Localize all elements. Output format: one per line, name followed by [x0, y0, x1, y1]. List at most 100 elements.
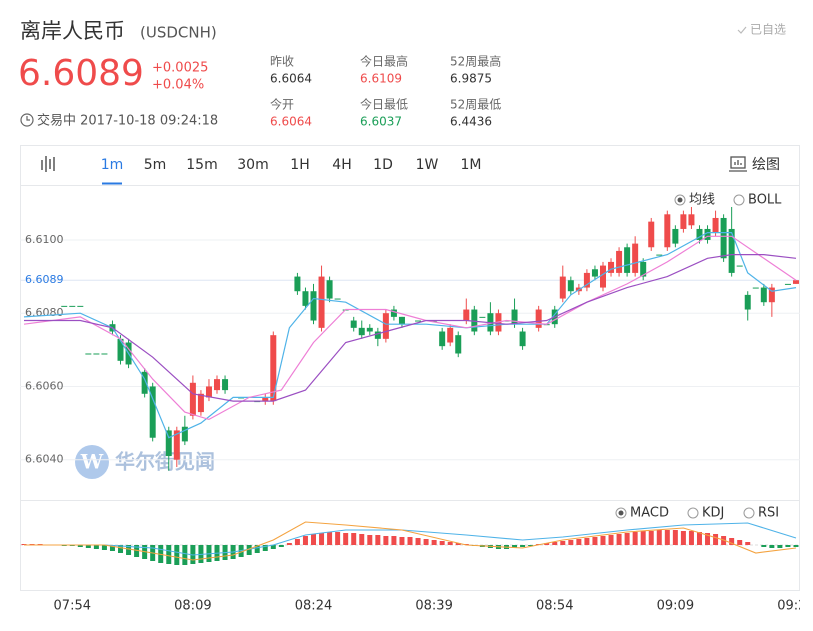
period-tab[interactable]: 1D: [373, 157, 393, 173]
svg-text:W: W: [80, 450, 104, 474]
macd-bar: [319, 533, 325, 545]
candle-body: [455, 335, 462, 354]
candle-body: [302, 291, 309, 306]
clock-hand: [26, 116, 30, 121]
candle-icon: [41, 156, 55, 172]
stat-value: 6.6064: [270, 115, 312, 129]
macd-bar: [512, 545, 518, 548]
macd-bar: [415, 538, 421, 545]
candle-body: [350, 320, 357, 328]
macd-bar: [680, 531, 686, 545]
candle-body: [141, 371, 148, 394]
option-radio[interactable]: RSI: [743, 506, 779, 521]
x-tick-label: 08:39: [415, 599, 452, 614]
candle-body: [366, 327, 373, 332]
candle-body: [69, 305, 76, 307]
candle-body: [599, 265, 606, 288]
stat-label: 今日最高: [360, 54, 408, 69]
period-tab[interactable]: 1M: [461, 157, 482, 173]
candle-body: [390, 309, 397, 317]
candle-body: [792, 280, 799, 284]
candle-body: [374, 331, 381, 339]
period-tab[interactable]: 15m: [186, 157, 217, 173]
macd-bar: [343, 533, 349, 545]
moving-average: [23, 235, 797, 421]
macd-bar: [375, 535, 381, 545]
macd-bar: [705, 533, 711, 545]
macd-bar: [431, 540, 437, 545]
macd-bar: [447, 542, 453, 545]
candle-body: [463, 309, 470, 321]
stat-value: 6.6037: [360, 115, 402, 129]
y-tick-label: 6.6040: [25, 453, 64, 466]
macd-bar: [311, 534, 317, 545]
candle-body: [768, 287, 775, 303]
clock-icon: [20, 113, 34, 127]
macd-bar: [664, 530, 670, 545]
macd-bar: [793, 545, 799, 547]
macd-bar: [399, 537, 405, 545]
period-tab[interactable]: 1m: [101, 157, 124, 173]
candle-body: [222, 379, 229, 391]
candle-body: [696, 228, 703, 240]
candle-body: [648, 221, 655, 248]
option-radio[interactable]: 均线: [674, 193, 715, 208]
candle-body: [535, 309, 542, 328]
candle-body: [784, 283, 791, 285]
candle-body: [632, 243, 639, 273]
macd-bar: [568, 540, 574, 545]
candle-body: [181, 426, 188, 442]
period-tab[interactable]: 1H: [290, 157, 309, 173]
macd-bar: [77, 545, 83, 547]
macd-bar: [672, 530, 678, 545]
candle-body: [93, 353, 100, 355]
candle-body: [447, 327, 454, 343]
stat-label: 今开: [270, 97, 294, 112]
watch-button[interactable]: 已自选: [750, 23, 786, 37]
draw-icon: [729, 156, 747, 172]
macd-bar: [616, 534, 622, 545]
candle-body: [752, 287, 759, 289]
macd-bar: [134, 545, 140, 557]
radio-circle: [733, 194, 745, 206]
macd-bar: [294, 539, 300, 545]
period-tab[interactable]: 4H: [332, 157, 351, 173]
macd-bar: [126, 545, 132, 555]
candle-body: [672, 228, 679, 244]
candle-body: [688, 214, 695, 226]
period-tab[interactable]: 5m: [144, 157, 167, 173]
macd-bar: [552, 542, 558, 545]
candle-body: [197, 393, 204, 413]
period-tab[interactable]: 1W: [416, 157, 439, 173]
macd-bar: [246, 545, 252, 555]
macd-bar: [254, 545, 260, 553]
period-tab[interactable]: 30m: [237, 157, 268, 173]
candle-body: [189, 382, 196, 416]
macd-bar: [656, 530, 662, 545]
macd-bar: [359, 534, 365, 545]
candle-body: [398, 316, 405, 325]
option-radio[interactable]: KDJ: [687, 506, 724, 521]
macd-bar: [302, 536, 308, 545]
candle-body: [173, 430, 180, 460]
macd-bar: [351, 533, 357, 545]
candle-body: [439, 331, 446, 347]
candle-body: [591, 269, 598, 277]
option-radio[interactable]: BOLL: [733, 193, 782, 208]
draw-button[interactable]: 绘图: [752, 157, 780, 173]
macd-bar: [729, 538, 735, 545]
candle-body: [310, 291, 317, 321]
option-radio[interactable]: MACD: [615, 506, 669, 521]
macd-bar: [262, 545, 268, 551]
y-tick-label: 6.6080: [25, 306, 64, 319]
candle-body: [214, 379, 221, 391]
macd-bar: [544, 543, 550, 545]
macd-bar: [182, 545, 188, 565]
macd-bar: [391, 536, 397, 545]
macd-bar: [423, 539, 429, 545]
macd-bar: [93, 545, 99, 549]
candle-body: [149, 386, 156, 438]
stat-label: 52周最高: [450, 54, 501, 69]
macd-bar: [624, 533, 630, 545]
